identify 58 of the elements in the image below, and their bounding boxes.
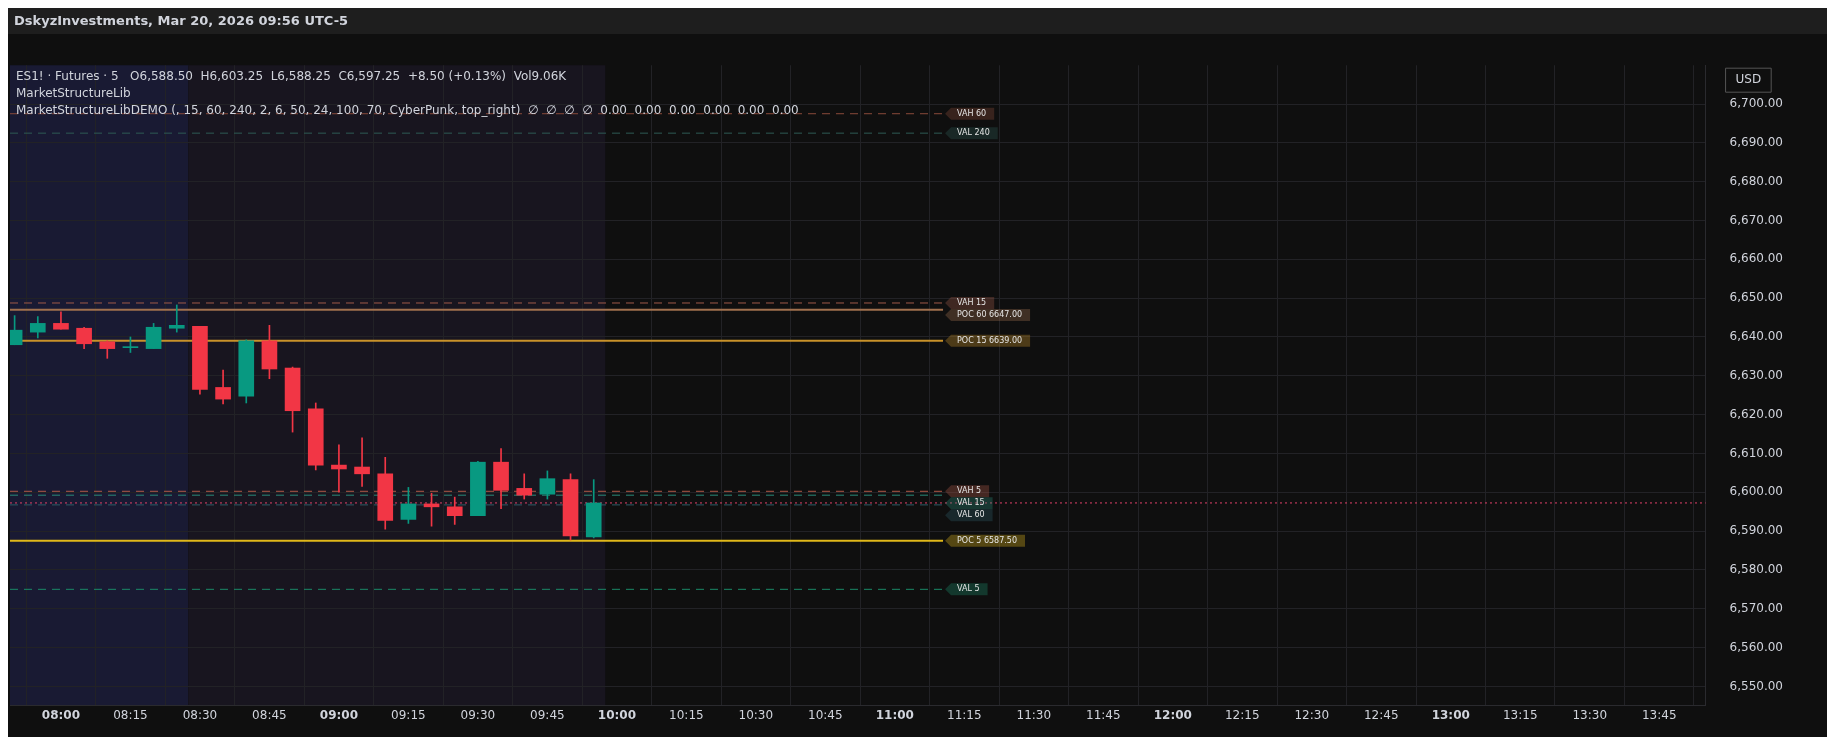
y-tick-label: 6,550.00 <box>1729 678 1783 693</box>
ref-line-label: VAL 240 <box>957 128 990 138</box>
y-tick-label: 6,660.00 <box>1729 251 1783 266</box>
chart-title: DskyzInvestments, Mar 20, 2026 09:56 UTC-5 <box>13 12 350 30</box>
y-tick-label: 6,590.00 <box>1729 523 1783 538</box>
y-tick-label: 6,670.00 <box>1729 212 1783 227</box>
x-tick-label: 09:00 <box>319 708 359 723</box>
annotation: MarketStructureLibDEMO (, 15, 60, 240, 2, 6, 50, 24, 100, 70, CyberPunk, top_right) ∅ ∅ ∅ ∅ 0.00 0.00 0.00 0.00 0.00 0.00 <box>16 103 799 118</box>
x-tick-label: 10:00 <box>597 708 636 723</box>
y-tick-label: 6,620.00 <box>1729 406 1783 421</box>
y-tick-label: 6,560.00 <box>1729 639 1783 654</box>
candlestick <box>354 437 370 487</box>
x-tick-label: 12:30 <box>1294 708 1330 723</box>
ref-line-label: POC 15 6639.00 <box>957 335 1023 345</box>
x-tick-label: 13:00 <box>1431 708 1470 723</box>
ref-line-label: POC 60 6647.00 <box>957 310 1023 320</box>
x-tick-label: 08:15 <box>113 708 148 723</box>
x-tick-label: 12:00 <box>1153 708 1192 723</box>
annotation: ES1! · Futures · 5 O6,588.50 H6,603.25 L6,588.25 C6,597.25 +8.50 (+0.13%) Vol9.06K <box>16 69 568 84</box>
candlestick <box>331 444 347 493</box>
y-tick-label: 6,580.00 <box>1729 562 1783 577</box>
y-tick-label: 6,610.00 <box>1729 445 1783 460</box>
x-tick-label: 13:45 <box>1641 708 1677 723</box>
ref-line-label: VAL 5 <box>957 584 980 594</box>
x-tick-label: 09:30 <box>460 708 496 723</box>
y-tick-label: 6,680.00 <box>1729 173 1783 188</box>
x-tick-label: 10:15 <box>669 708 704 723</box>
y-tick-label: 6,640.00 <box>1729 329 1783 344</box>
ref-line-label: VAL 15 <box>957 498 985 508</box>
ref-line-label: VAH 5 <box>957 486 982 496</box>
ref-line-label: VAH 15 <box>957 298 987 308</box>
y-tick-label: 6,570.00 <box>1729 600 1783 615</box>
candlestick <box>168 304 185 333</box>
annotation: MarketStructureLib <box>16 86 131 101</box>
x-tick-label: 12:45 <box>1363 708 1399 723</box>
y-tick-label: 6,700.00 <box>1729 96 1783 111</box>
x-tick-label: 08:00 <box>41 708 81 723</box>
y-tick-label: 6,600.00 <box>1729 484 1783 499</box>
x-tick-label: 11:45 <box>1086 708 1121 723</box>
y-tick-label: 6,630.00 <box>1729 367 1783 382</box>
y-axis-title: USD <box>1735 72 1762 87</box>
x-tick-label: 08:45 <box>252 708 287 723</box>
x-tick-label: 09:15 <box>391 708 426 723</box>
x-tick-label: 11:30 <box>1016 708 1052 723</box>
x-tick-label: 11:15 <box>947 708 982 723</box>
x-tick-label: 08:30 <box>182 708 218 723</box>
x-tick-label: 10:30 <box>738 708 774 723</box>
y-tick-label: 6,690.00 <box>1729 134 1783 149</box>
y-tick-label: 6,650.00 <box>1729 290 1783 305</box>
x-tick-label: 11:00 <box>875 708 914 723</box>
ref-line-label: VAL 60 <box>957 510 985 520</box>
ref-line-label: POC 5 6587.50 <box>957 535 1018 545</box>
x-tick-label: 12:15 <box>1224 708 1260 723</box>
ref-line-label: VAH 60 <box>957 108 987 118</box>
x-tick-label: 13:30 <box>1572 708 1608 723</box>
x-tick-label: 09:45 <box>530 708 565 723</box>
x-tick-label: 13:15 <box>1502 708 1538 723</box>
x-tick-label: 10:45 <box>808 708 843 723</box>
